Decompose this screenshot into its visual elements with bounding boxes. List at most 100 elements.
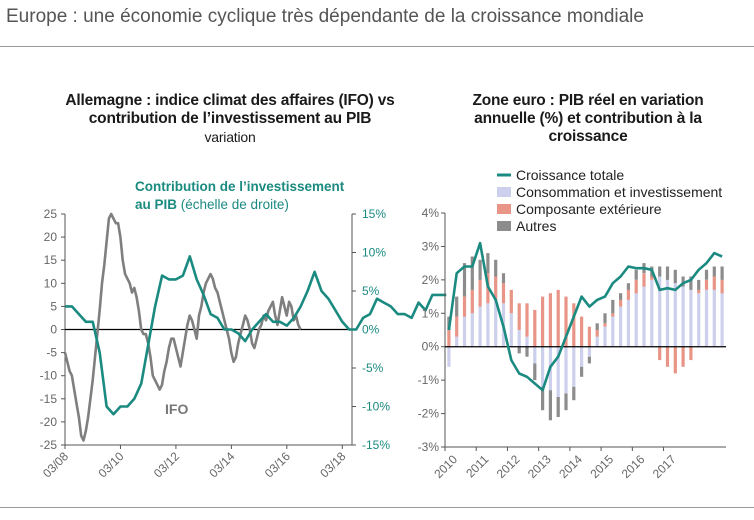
other-component-bar	[470, 256, 474, 290]
other-component-bar	[720, 266, 724, 280]
ifo-series-line	[63, 212, 302, 442]
ifo-annotation: IFO	[165, 401, 188, 417]
consumption-investment-bar	[712, 289, 716, 347]
bar-x-tick-label: 2013	[525, 452, 554, 481]
other-component-bar	[712, 266, 716, 277]
other-component-bar	[658, 266, 662, 277]
consumption-investment-bar	[665, 279, 670, 347]
consumption-investment-bar	[689, 289, 693, 347]
consumption-investment-bar	[447, 346, 451, 367]
other-component-bar	[681, 276, 685, 287]
other-component-bar	[619, 293, 623, 300]
external-component-bar	[595, 330, 599, 337]
other-component-bar	[572, 386, 576, 401]
consumption-investment-bar	[681, 286, 685, 347]
left-chart-title-text: Allemagne : indice climat des affaires (…	[65, 92, 395, 127]
bar-y-tick-label: 2%	[422, 273, 440, 287]
other-component-bar	[525, 346, 529, 357]
external-component-bar	[712, 276, 716, 290]
external-component-bar	[580, 316, 584, 347]
consumption-investment-bar	[533, 346, 537, 364]
left-x-tick-label: 03/16	[262, 449, 293, 480]
right-chart-title-text: Zone euro : PIB réel en variation annuel…	[472, 92, 704, 145]
external-component-bar	[658, 346, 662, 361]
right-y-tick-label: 10%	[362, 246, 386, 260]
consumption-investment-bar	[580, 346, 584, 367]
bar-x-tick-label: 2010	[431, 452, 460, 481]
other-component-bar	[697, 279, 701, 290]
consumption-investment-bar	[673, 283, 677, 347]
external-component-bar	[650, 276, 654, 280]
other-component-bar	[564, 393, 568, 411]
consumption-investment-bar	[619, 306, 623, 347]
external-component-bar	[462, 296, 467, 317]
other-component-bar	[494, 259, 498, 277]
external-component-bar	[665, 346, 670, 367]
external-component-bar	[572, 303, 576, 347]
bar-x-tick-label: 2016	[619, 452, 648, 481]
left-x-tick-label: 03/12	[151, 449, 182, 480]
external-component-bar	[603, 323, 607, 327]
consumption-investment-bar	[564, 346, 568, 394]
consumption-investment-bar	[556, 346, 560, 397]
consumption-investment-bar	[462, 316, 467, 347]
consumption-investment-bar	[478, 306, 482, 347]
bar-y-tick-label: -1%	[418, 373, 440, 387]
left-y-tick-label: 5	[50, 299, 57, 313]
legend-other-swatch	[497, 221, 511, 231]
consumption-investment-bar	[494, 299, 498, 347]
consumption-investment-bar	[642, 286, 646, 347]
bar-x-tick-label: 2011	[463, 452, 491, 480]
other-component-bar	[533, 363, 537, 381]
external-component-bar	[642, 273, 646, 287]
external-component-bar	[704, 279, 709, 290]
external-component-bar	[611, 313, 615, 317]
legend-consumption-investment-swatch	[497, 187, 511, 197]
bar-y-tick-label: -3%	[418, 440, 440, 454]
right-chart-title: Zone euro : PIB réel en variation annuel…	[438, 92, 738, 146]
legend-consumption-investment-label: Consommation et investissement	[516, 184, 722, 200]
other-component-bar	[665, 266, 670, 280]
consumption-investment-bar	[541, 346, 545, 387]
consumption-investment-bar	[697, 293, 701, 347]
external-component-bar	[697, 289, 701, 294]
consumption-investment-bar	[587, 346, 591, 357]
left-x-tick-label: 03/10	[95, 449, 126, 480]
other-component-bar	[611, 299, 615, 314]
external-component-bar	[494, 276, 498, 300]
external-component-bar	[533, 309, 537, 347]
bar-y-tick-label: 4%	[422, 206, 440, 220]
legend-external-component-swatch	[497, 204, 511, 214]
consumption-investment-bar	[517, 330, 521, 347]
investment-contribution-line	[65, 255, 447, 416]
external-component-bar	[673, 346, 677, 374]
other-component-bar	[501, 273, 506, 284]
bar-y-tick-label: -2%	[418, 407, 440, 421]
left-y-tick-label: -25	[40, 438, 58, 452]
left-y-tick-label: -15	[40, 392, 58, 406]
left-y-tick-label: 0	[50, 323, 57, 337]
other-component-bar	[704, 269, 709, 280]
other-component-bar	[486, 253, 490, 274]
consumption-investment-bar	[509, 313, 513, 347]
other-component-bar	[626, 283, 630, 290]
external-component-bar	[619, 299, 623, 307]
right-y-tick-label: 5%	[362, 284, 380, 298]
bar-x-tick-label: 2014	[556, 452, 585, 481]
consumption-investment-bar	[603, 326, 607, 347]
left-y-tick-label: -20	[40, 415, 58, 429]
left-y-tick-label: 20	[44, 230, 58, 244]
other-component-bar	[455, 296, 459, 317]
other-component-bar	[556, 396, 560, 417]
left-y-tick-label: 15	[44, 253, 58, 267]
consumption-investment-bar	[486, 303, 490, 347]
bar-x-tick-label: 2012	[494, 452, 523, 481]
external-component-bar	[720, 279, 724, 294]
consumption-investment-bar	[611, 316, 615, 347]
external-component-bar	[509, 289, 513, 314]
teal-series-annotation-line2: au PIB (échelle de droite)	[135, 197, 289, 212]
external-component-bar	[517, 303, 521, 330]
bar-x-tick-label: 2017	[650, 452, 679, 481]
left-chart-title: Allemagne : indice climat des affaires (…	[30, 92, 430, 146]
